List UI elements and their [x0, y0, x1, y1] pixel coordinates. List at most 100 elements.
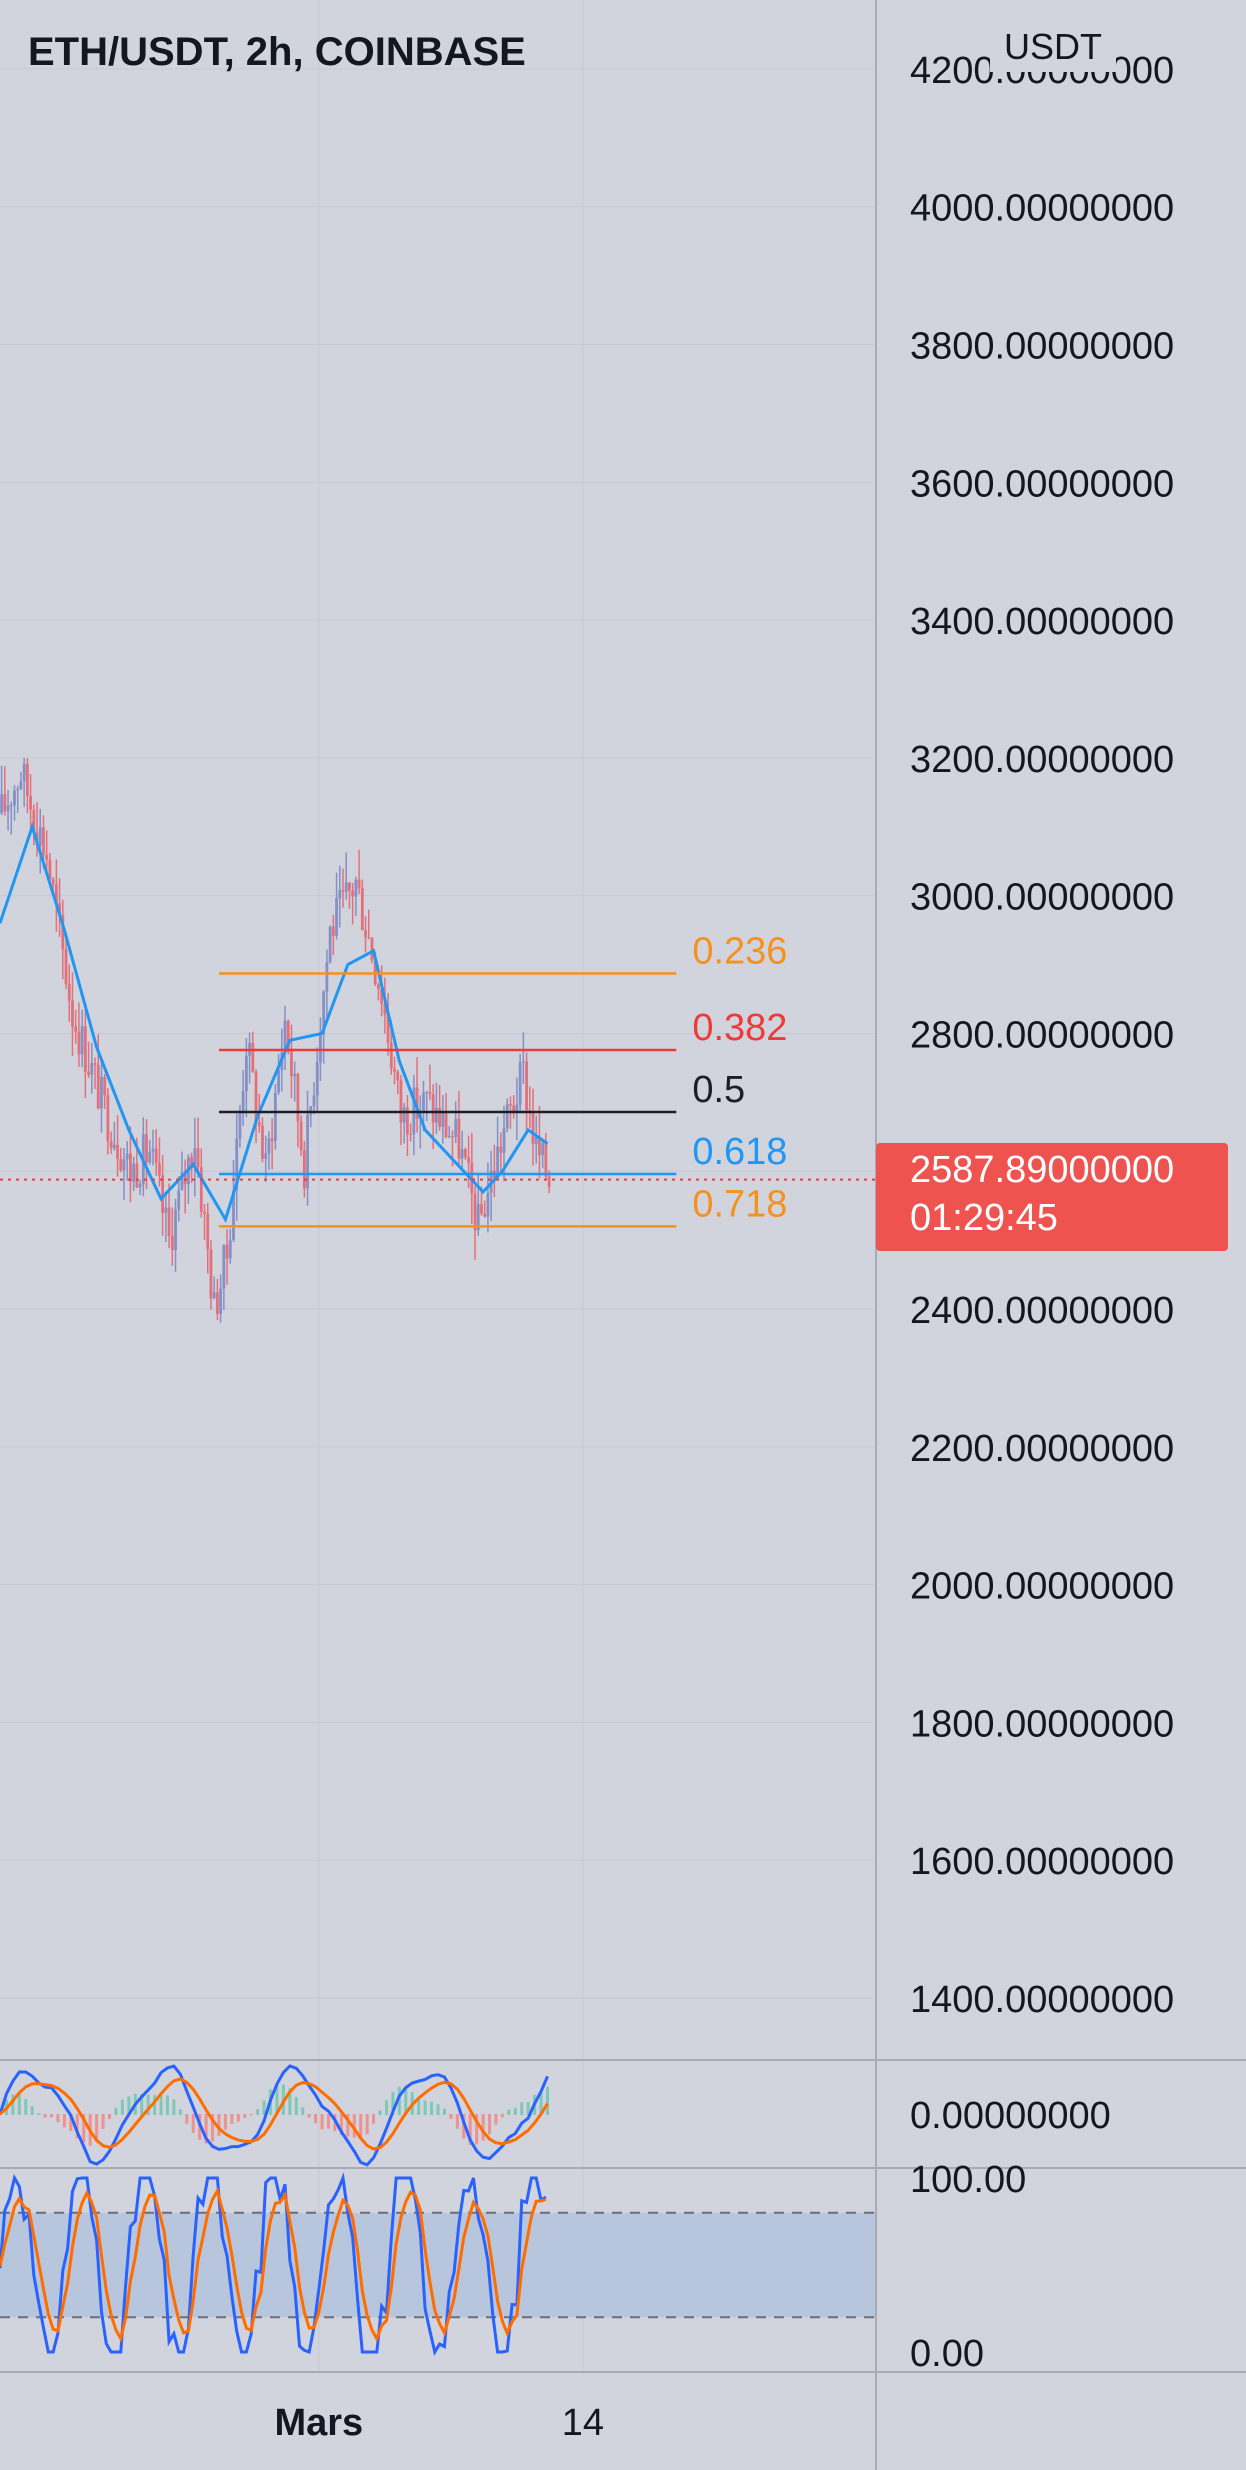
- macd-histogram-bar: [365, 2114, 369, 2135]
- candle-body: [54, 884, 58, 904]
- candle-body: [315, 1062, 319, 1096]
- candle-body: [396, 1071, 400, 1081]
- macd-histogram-bar: [513, 2107, 517, 2115]
- candle-body: [83, 1026, 87, 1072]
- candle-body: [447, 1136, 451, 1138]
- macd-histogram-bar: [17, 2093, 21, 2115]
- candle-body: [322, 991, 326, 1035]
- candle-body: [96, 1064, 100, 1109]
- candle-body: [377, 983, 380, 990]
- candle-body: [235, 1138, 239, 1191]
- candle-body: [29, 796, 32, 810]
- last-price-badge: 2587.89000000 01:29:45: [876, 1143, 1228, 1251]
- candle-body: [302, 1150, 306, 1189]
- candle-body: [154, 1148, 158, 1164]
- macd-histogram-bar: [417, 2097, 421, 2115]
- candle-body: [138, 1184, 142, 1188]
- candle-body: [538, 1136, 541, 1156]
- symbol-title[interactable]: ETH/USDT, 2h, COINBASE: [28, 30, 526, 74]
- candle-body: [422, 1092, 425, 1111]
- candle-body: [77, 1031, 81, 1055]
- candle-body: [409, 1134, 413, 1136]
- time-axis[interactable]: Mars 14: [274, 2402, 604, 2444]
- candle-body: [328, 926, 332, 963]
- candle-body: [38, 827, 42, 846]
- candle-body: [293, 1073, 297, 1077]
- candle-body: [270, 1138, 274, 1141]
- candle-body: [203, 1211, 206, 1214]
- candle-body: [215, 1292, 219, 1314]
- candle-body: [438, 1107, 442, 1127]
- candle-body: [531, 1112, 535, 1144]
- candle-body: [122, 1159, 126, 1171]
- macd-histogram-bar: [378, 2110, 382, 2115]
- macd-histogram-bar: [146, 2094, 150, 2115]
- macd-histogram-bar: [204, 2114, 208, 2144]
- candle-body: [431, 1094, 435, 1123]
- candle-body: [406, 1107, 409, 1135]
- signal-line: [0, 2077, 549, 2151]
- candle-body: [296, 1073, 300, 1122]
- candle-body: [286, 1020, 290, 1052]
- candle-body: [505, 1104, 509, 1129]
- candle-body: [199, 1167, 203, 1212]
- macd-histogram-bar: [24, 2099, 28, 2115]
- candle-body: [232, 1190, 235, 1240]
- candle-body: [319, 1034, 322, 1063]
- candle-body: [71, 1000, 74, 1027]
- candle-body: [196, 1148, 200, 1168]
- macd-histogram-bar: [430, 2101, 434, 2115]
- candle-body: [544, 1143, 548, 1177]
- price-tick-label: 3400.00000000: [910, 601, 1174, 643]
- macd-histogram-bar: [307, 2114, 311, 2118]
- macd-histogram-bar: [43, 2114, 47, 2118]
- candle-body: [222, 1244, 226, 1289]
- candle-body: [158, 1163, 161, 1176]
- candle-body: [254, 1071, 258, 1123]
- candle-body: [90, 1063, 94, 1075]
- candle-body: [13, 790, 16, 806]
- candle-body: [170, 1236, 174, 1251]
- macd-histogram-bar: [11, 2094, 15, 2115]
- candle-body: [119, 1158, 123, 1171]
- candle-body: [261, 1125, 264, 1159]
- price-axis[interactable]: 4200.000000004000.000000003800.000000003…: [875, 0, 1174, 2470]
- candle-body: [415, 1087, 419, 1119]
- macd-histogram-bar: [481, 2114, 485, 2141]
- candle-body: [541, 1143, 545, 1156]
- macd-histogram-bar: [153, 2095, 157, 2115]
- price-tick-label: 1600.00000000: [910, 1841, 1174, 1883]
- candle-body: [434, 1107, 438, 1123]
- candle-body: [502, 1128, 506, 1153]
- stochastic-tick-label: 100.00: [910, 2159, 1026, 2201]
- candle-body: [3, 794, 7, 812]
- candle-body: [309, 1106, 313, 1115]
- macd-histogram-bar: [372, 2114, 376, 2124]
- candle-body: [386, 1014, 390, 1043]
- fibonacci-retracement[interactable]: 0.236 0.382 0.5 0.618 0.718: [0, 931, 876, 1228]
- candle-body: [348, 882, 351, 891]
- candle-body: [335, 898, 338, 936]
- candle-body: [521, 1061, 525, 1063]
- candle-body: [167, 1207, 171, 1237]
- price-tick-label: 2000.00000000: [910, 1566, 1174, 1608]
- candle-body: [212, 1292, 216, 1299]
- macd-histogram-bar: [442, 2108, 446, 2115]
- candle-body: [283, 1020, 287, 1053]
- candle-body: [87, 1071, 90, 1075]
- candle-body: [393, 1068, 396, 1072]
- candle-body: [441, 1111, 445, 1127]
- macd-histogram-bar: [256, 2108, 260, 2115]
- candle-body: [22, 763, 26, 782]
- candle-body: [257, 1122, 261, 1126]
- macd-histogram-bar: [275, 2084, 279, 2115]
- candle-body: [228, 1239, 232, 1259]
- macd-histogram-bar: [159, 2092, 163, 2115]
- candle-body: [225, 1244, 229, 1259]
- time-tick-label: Mars: [274, 2402, 363, 2444]
- candle-body: [341, 890, 345, 892]
- macd-histogram-bar: [294, 2097, 298, 2115]
- candle-body: [209, 1249, 213, 1299]
- candle-body: [457, 1118, 461, 1159]
